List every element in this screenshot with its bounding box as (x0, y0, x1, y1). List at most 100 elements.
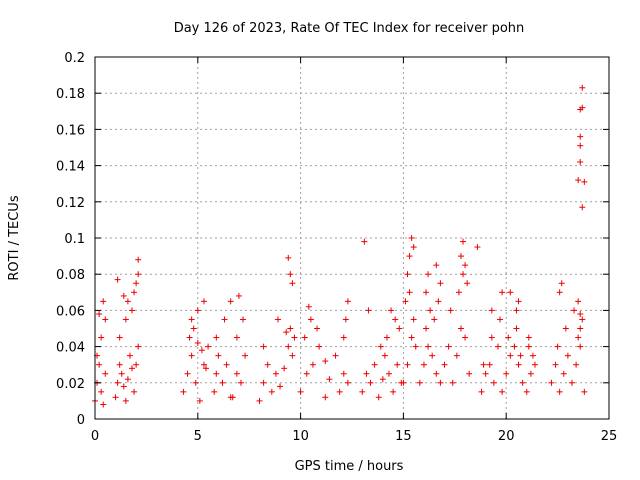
data-point (303, 370, 310, 377)
data-point (404, 271, 411, 278)
data-point (486, 361, 493, 368)
data-point (488, 307, 495, 314)
data-point (235, 292, 242, 299)
data-point (494, 343, 501, 350)
data-point (289, 352, 296, 359)
data-point (394, 361, 401, 368)
x-tick-label: 15 (395, 429, 412, 444)
x-tick-labels: 0 5 10 15 20 25 (91, 429, 617, 444)
x-tick-label: 25 (601, 429, 618, 444)
data-point (449, 379, 456, 386)
x-tick-label: 0 (91, 429, 99, 444)
data-point (579, 204, 586, 211)
data-point (124, 376, 131, 383)
y-tick-label: 0.02 (56, 377, 85, 392)
data-point (562, 325, 569, 332)
data-point (256, 397, 263, 404)
y-tick-labels: 0 0.02 0.04 0.06 0.08 0.1 0.12 0.14 0.16 0.18 0.2 (56, 51, 85, 428)
data-point (264, 361, 271, 368)
data-point (126, 352, 133, 359)
data-point (131, 289, 138, 296)
data-point (427, 307, 434, 314)
data-point (116, 334, 123, 341)
data-point (577, 133, 584, 140)
data-point (527, 370, 534, 377)
data-point (579, 316, 586, 323)
data-point (441, 361, 448, 368)
data-point (433, 262, 440, 269)
data-point (390, 388, 397, 395)
data-point (412, 343, 419, 350)
data-point (425, 343, 432, 350)
data-point (560, 370, 567, 377)
data-point (229, 394, 236, 401)
data-point (203, 365, 210, 372)
data-point (548, 379, 555, 386)
data-point (98, 334, 105, 341)
x-axis-label: GPS time / hours (295, 459, 404, 474)
data-point (326, 376, 333, 383)
data-point (233, 334, 240, 341)
data-point (435, 298, 442, 305)
data-point (577, 142, 584, 149)
data-point (573, 361, 580, 368)
data-point (416, 379, 423, 386)
data-point (340, 370, 347, 377)
data-point (100, 298, 107, 305)
x-tick-label: 20 (498, 429, 515, 444)
data-point (274, 316, 281, 323)
data-point (336, 388, 343, 395)
x-tick-label: 10 (292, 429, 309, 444)
data-point (307, 316, 314, 323)
data-point (478, 388, 485, 395)
data-point (133, 280, 140, 287)
data-point (367, 379, 374, 386)
data-point (219, 379, 226, 386)
y-axis-label: ROTI / TECUs (7, 195, 22, 280)
data-point (577, 158, 584, 165)
data-point (511, 343, 518, 350)
data-point (410, 316, 417, 323)
data-point (423, 325, 430, 332)
data-point (213, 370, 220, 377)
data-point (445, 343, 452, 350)
data-point (316, 343, 323, 350)
data-point (462, 262, 469, 269)
data-point (571, 307, 578, 314)
data-point (523, 388, 530, 395)
data-point (211, 388, 218, 395)
data-point (188, 352, 195, 359)
data-point (429, 352, 436, 359)
data-point (135, 256, 142, 263)
data-point (460, 238, 467, 245)
data-point (577, 311, 584, 318)
grid-lines (95, 57, 609, 419)
data-point (184, 370, 191, 377)
data-point (196, 397, 203, 404)
y-tick-label: 0.12 (56, 196, 85, 211)
data-point (344, 379, 351, 386)
data-point (377, 343, 384, 350)
data-point (116, 361, 123, 368)
data-point (392, 316, 399, 323)
data-point (200, 361, 207, 368)
y-tick-label: 0.2 (64, 51, 85, 66)
data-point (379, 376, 386, 383)
data-point (375, 394, 382, 401)
data-point (575, 298, 582, 305)
data-point (124, 298, 131, 305)
data-point (404, 361, 411, 368)
data-point (388, 307, 395, 314)
data-point (122, 397, 129, 404)
data-point (400, 379, 407, 386)
data-point (482, 370, 489, 377)
data-point (579, 84, 586, 91)
y-tick-label: 0 (77, 413, 85, 428)
data-point (133, 361, 140, 368)
data-point (102, 316, 109, 323)
data-point (131, 388, 138, 395)
y-tick-label: 0.14 (56, 160, 85, 175)
data-point (408, 334, 415, 341)
data-point (120, 383, 127, 390)
data-point (240, 316, 247, 323)
